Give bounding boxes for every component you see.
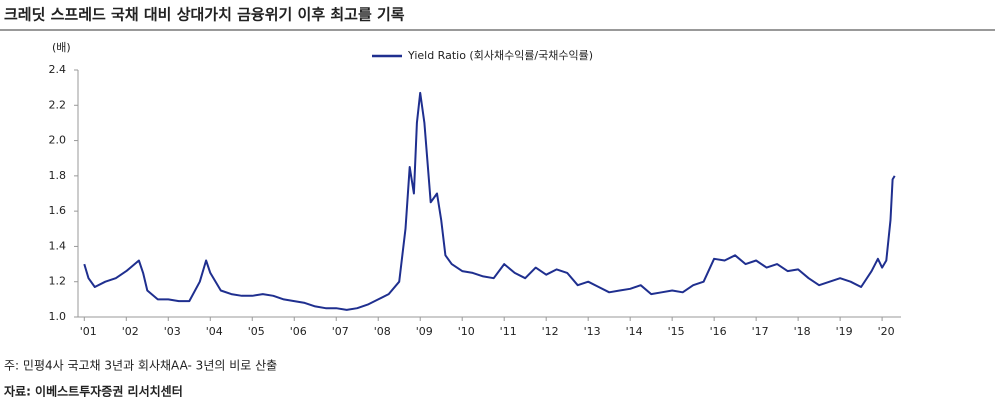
x-tick-label: '11 [500,325,517,338]
y-tick-label: 2.4 [49,63,67,76]
x-tick-label: '13 [584,325,601,338]
x-tick-label: '18 [794,325,811,338]
x-tick-label: '02 [122,325,139,338]
legend-label: Yield Ratio (회사채수익률/국채수익률) [407,49,593,62]
y-tick-label: 1.0 [49,310,67,323]
x-tick-label: '01 [80,325,97,338]
y-tick-label: 1.8 [49,169,67,182]
x-tick-label: '12 [542,325,559,338]
x-tick-label: '20 [878,325,895,338]
x-tick-label: '03 [164,325,181,338]
x-tick-label: '04 [206,325,223,338]
chart-title: 크레딧 스프레드 국채 대비 상대가치 금융위기 이후 최고를 기록 [4,6,405,24]
y-tick-label: 1.2 [49,275,67,288]
y-tick-label: 2.2 [49,98,67,111]
x-tick-label: '15 [668,325,685,338]
y-tick-label: 1.6 [49,204,67,217]
y-tick-label: 1.4 [49,239,67,252]
x-tick-label: '16 [710,325,727,338]
x-tick-label: '19 [836,325,853,338]
source: 자료: 이베스트투자증권 리서치센터 [4,384,183,399]
x-tick-label: '17 [752,325,769,338]
x-tick-label: '09 [416,325,433,338]
y-tick-label: 2.0 [49,134,67,147]
x-tick-label: '07 [332,325,349,338]
data-line [83,91,896,311]
x-tick-label: '10 [458,325,475,338]
x-tick-label: '05 [248,325,265,338]
x-tick-label: '08 [374,325,391,338]
x-tick-label: '06 [290,325,307,338]
y-axis-label: (배) [52,41,71,54]
x-tick-label: '14 [626,325,643,338]
note: 주: 민평4사 국고채 3년과 회사채AA- 3년의 비로 산출 [4,359,277,373]
